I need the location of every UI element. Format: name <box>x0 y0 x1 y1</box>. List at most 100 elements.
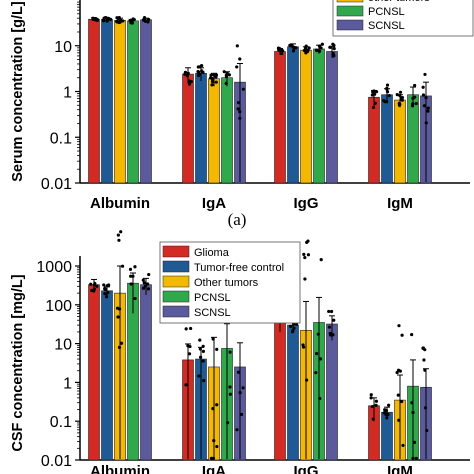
data-point <box>201 349 206 353</box>
data-point <box>214 80 218 84</box>
data-point <box>412 440 417 444</box>
data-point <box>303 46 308 50</box>
data-point <box>371 417 375 421</box>
chart-panel-1: 0.01 0.1 1 10 Serum concentration [g/L] Album… <box>10 0 474 212</box>
data-point <box>120 264 125 268</box>
data-point <box>119 341 124 345</box>
data-point <box>400 333 404 337</box>
data-point <box>395 370 399 375</box>
y-tick-label: 1 <box>63 375 72 392</box>
data-point <box>425 428 429 433</box>
data-point <box>146 282 150 286</box>
x-tick-label: IgM <box>387 195 413 212</box>
bar-albumin-glioma <box>88 284 100 461</box>
data-point <box>209 456 214 460</box>
data-point <box>211 337 215 341</box>
data-point <box>201 344 205 348</box>
data-point <box>187 79 191 83</box>
legend-label: SCNSL <box>368 20 405 32</box>
data-point <box>143 284 147 288</box>
data-point <box>279 48 283 52</box>
data-point <box>332 47 336 51</box>
bar-albumin-scnsl <box>140 19 152 184</box>
data-point <box>303 277 307 281</box>
chart-panel-2: 0.01 0.1 1 10 100 1000 CSF concentration [mg/L… <box>10 230 470 474</box>
data-point <box>411 410 415 415</box>
bar-igg-glioma <box>274 322 286 461</box>
data-point <box>117 307 122 311</box>
data-point <box>328 45 333 49</box>
data-point <box>426 106 430 110</box>
data-point <box>387 403 391 407</box>
data-point <box>400 98 404 102</box>
data-point <box>280 51 284 56</box>
data-point <box>387 94 391 98</box>
x-tick-label: IgM <box>387 463 413 474</box>
data-point <box>187 82 192 86</box>
data-point <box>422 358 426 362</box>
data-point <box>130 21 134 25</box>
legend-label: Tumor-free control <box>194 262 284 274</box>
data-point <box>306 253 311 257</box>
data-point <box>227 73 231 77</box>
data-point <box>133 265 137 269</box>
data-point <box>228 385 232 389</box>
data-point <box>210 83 214 87</box>
data-point <box>116 315 120 319</box>
data-point <box>411 456 415 460</box>
data-point <box>197 374 201 378</box>
data-point <box>423 368 427 372</box>
data-point <box>129 282 133 286</box>
data-point <box>105 295 109 299</box>
data-point <box>188 344 192 349</box>
data-point <box>370 404 374 409</box>
bar-igm-other-tumors <box>394 99 406 184</box>
data-point <box>196 65 200 69</box>
legend-swatch <box>162 260 190 273</box>
data-point <box>315 352 319 356</box>
data-point <box>422 104 427 108</box>
data-point <box>372 89 376 93</box>
y-tick-label: 10 <box>54 39 72 56</box>
data-point <box>107 283 111 287</box>
data-point <box>226 421 230 425</box>
bar-iga-glioma <box>182 73 194 184</box>
data-point <box>371 105 376 110</box>
data-point <box>385 83 390 87</box>
data-point <box>331 52 335 56</box>
data-point <box>421 346 425 350</box>
bar-albumin-tumor-free-control <box>101 18 113 184</box>
data-point <box>211 407 215 411</box>
bar-iga-other-tumors <box>208 78 220 184</box>
data-point <box>214 75 218 79</box>
data-point <box>189 326 193 331</box>
data-point <box>373 101 377 105</box>
y-axis-label: Serum concentration [g/L] <box>10 1 26 182</box>
data-point <box>290 44 294 48</box>
data-point <box>329 309 334 314</box>
data-point <box>396 393 400 397</box>
data-point <box>102 283 106 287</box>
data-point <box>397 418 401 422</box>
data-point <box>235 65 239 69</box>
data-point <box>277 48 281 52</box>
data-point <box>128 267 133 271</box>
data-point <box>395 93 399 97</box>
data-point <box>200 63 204 68</box>
x-tick-label: IgG <box>294 195 319 212</box>
data-point <box>327 309 331 314</box>
data-point <box>238 391 242 395</box>
data-point <box>413 83 417 88</box>
data-point <box>332 318 336 322</box>
legend-swatch <box>336 19 364 31</box>
data-point <box>384 409 389 413</box>
legend-label: SCNSL <box>194 307 231 319</box>
data-point <box>235 44 239 48</box>
data-point <box>373 92 377 96</box>
data-point <box>236 101 241 105</box>
data-point <box>386 412 390 417</box>
legend-label: PCNSL <box>368 6 405 18</box>
data-point <box>385 100 389 104</box>
data-point <box>198 338 202 342</box>
